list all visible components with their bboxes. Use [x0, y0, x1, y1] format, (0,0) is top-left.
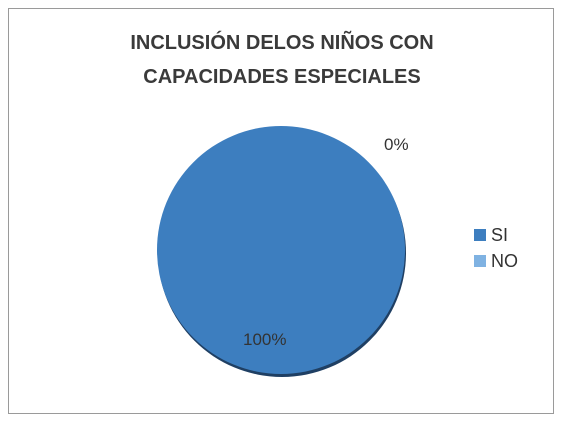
legend-item-no: NO — [474, 248, 518, 274]
legend-label-no: NO — [491, 250, 518, 271]
legend-label-si: SI — [491, 224, 509, 245]
legend-swatch-si — [474, 229, 486, 241]
legend-swatch-no — [474, 255, 486, 267]
data-label-no: 0% — [384, 135, 409, 154]
legend-item-si: SI — [474, 222, 518, 248]
pie-slice-si — [157, 126, 405, 374]
data-label-si: 100% — [243, 330, 287, 349]
legend: SI NO — [474, 222, 518, 274]
chart-title: INCLUSIÓN DELOS NIÑOS CON CAPACIDADES ES… — [130, 32, 434, 88]
